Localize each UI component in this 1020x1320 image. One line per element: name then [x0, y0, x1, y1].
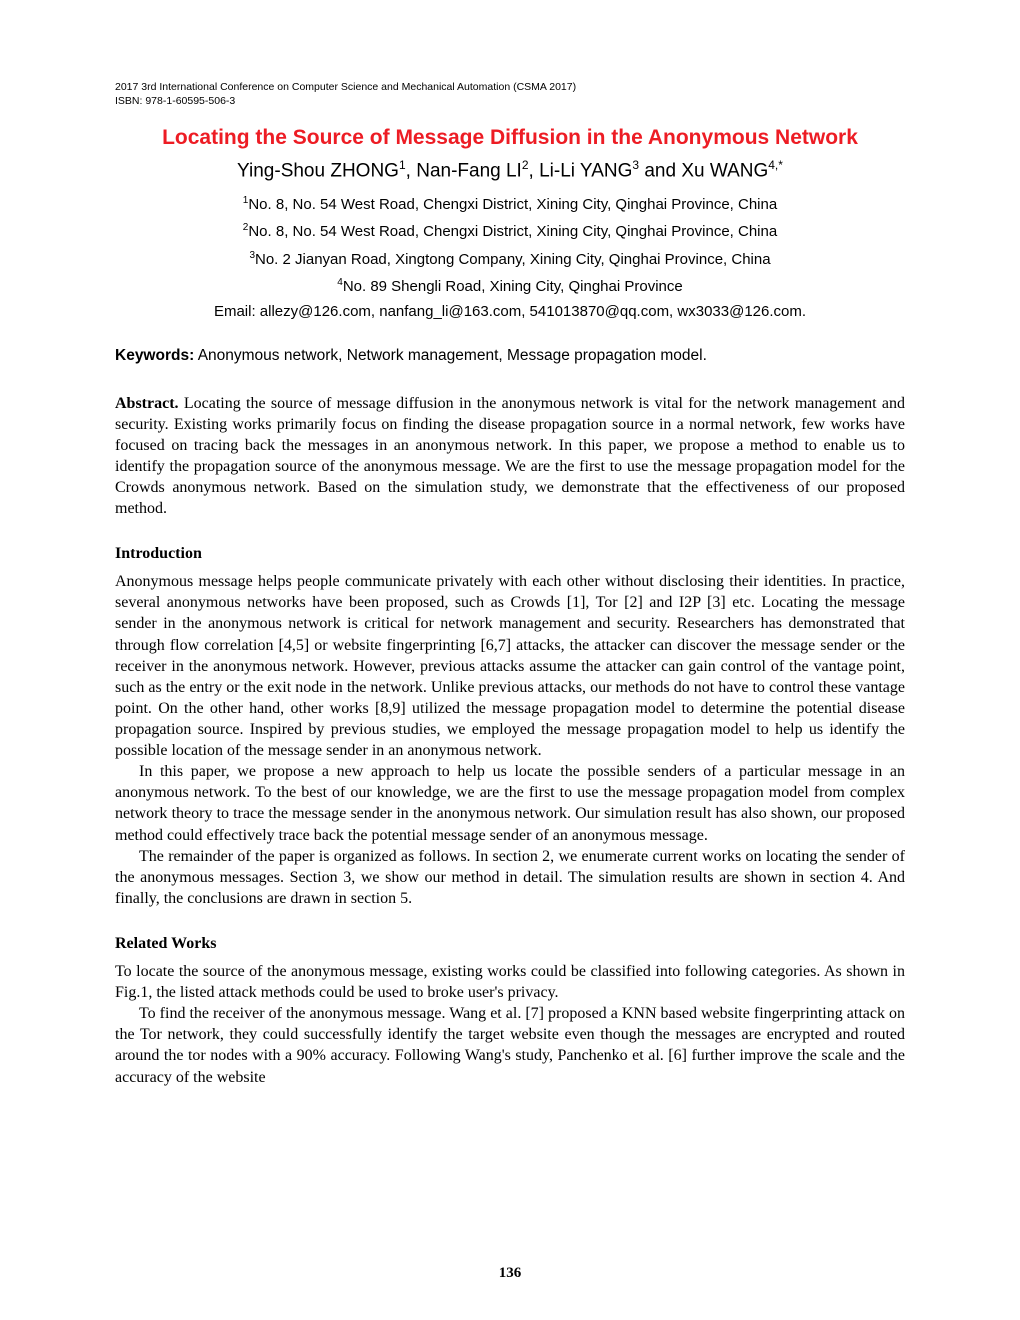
introduction-section: Introduction Anonymous message helps peo… [115, 545, 905, 909]
introduction-heading: Introduction [115, 545, 905, 563]
affiliation-1: 1No. 8, No. 54 West Road, Chengxi Distri… [115, 193, 905, 217]
introduction-p3: The remainder of the paper is organized … [115, 846, 905, 909]
affil-text: No. 89 Shengli Road, Xining City, Qingha… [343, 278, 683, 295]
affil-text: No. 8, No. 54 West Road, Chengxi Distric… [248, 196, 777, 213]
author-2-sup: 2 [522, 158, 529, 172]
affiliation-3: 3No. 2 Jianyan Road, Xingtong Company, X… [115, 248, 905, 272]
author-4-sup: 4,* [768, 158, 783, 172]
related-works-section: Related Works To locate the source of th… [115, 935, 905, 1088]
author-3-name: Li-Li YANG [539, 161, 632, 182]
page-number: 136 [0, 1265, 1020, 1282]
paper-page: 2017 3rd International Conference on Com… [0, 0, 1020, 1320]
affiliation-4: 4No. 89 Shengli Road, Xining City, Qingh… [115, 275, 905, 299]
author-1-sup: 1 [399, 158, 406, 172]
related-works-heading: Related Works [115, 935, 905, 953]
authors-line: Ying-Shou ZHONG1, Nan-Fang LI2, Li-Li YA… [115, 158, 905, 182]
related-works-p2: To find the receiver of the anonymous me… [115, 1003, 905, 1087]
conference-line: 2017 3rd International Conference on Com… [115, 80, 905, 94]
keywords-text: Anonymous network, Network management, M… [194, 347, 707, 364]
introduction-p1: Anonymous message helps people communica… [115, 571, 905, 761]
author-4-name: Xu WANG [681, 161, 768, 182]
conference-header: 2017 3rd International Conference on Com… [115, 80, 905, 108]
author-sep: and [639, 161, 681, 182]
abstract-label: Abstract. [115, 395, 179, 412]
author-1-name: Ying-Shou ZHONG [237, 161, 399, 182]
affil-text: No. 2 Jianyan Road, Xingtong Company, Xi… [255, 251, 771, 268]
introduction-p2: In this paper, we propose a new approach… [115, 761, 905, 845]
keywords: Keywords: Anonymous network, Network man… [115, 346, 905, 367]
author-sep: , [406, 161, 417, 182]
affiliation-2: 2No. 8, No. 54 West Road, Chengxi Distri… [115, 220, 905, 244]
email-line: Email: allezy@126.com, nanfang_li@163.co… [115, 303, 905, 320]
keywords-label: Keywords: [115, 347, 194, 364]
abstract: Abstract. Locating the source of message… [115, 393, 905, 520]
author-sep: , [529, 161, 540, 182]
isbn-line: ISBN: 978-1-60595-506-3 [115, 94, 905, 108]
abstract-text: Locating the source of message diffusion… [115, 395, 905, 518]
related-works-p1: To locate the source of the anonymous me… [115, 961, 905, 1003]
paper-title: Locating the Source of Message Diffusion… [115, 126, 905, 150]
author-2-name: Nan-Fang LI [416, 161, 522, 182]
affil-text: No. 8, No. 54 West Road, Chengxi Distric… [248, 223, 777, 240]
